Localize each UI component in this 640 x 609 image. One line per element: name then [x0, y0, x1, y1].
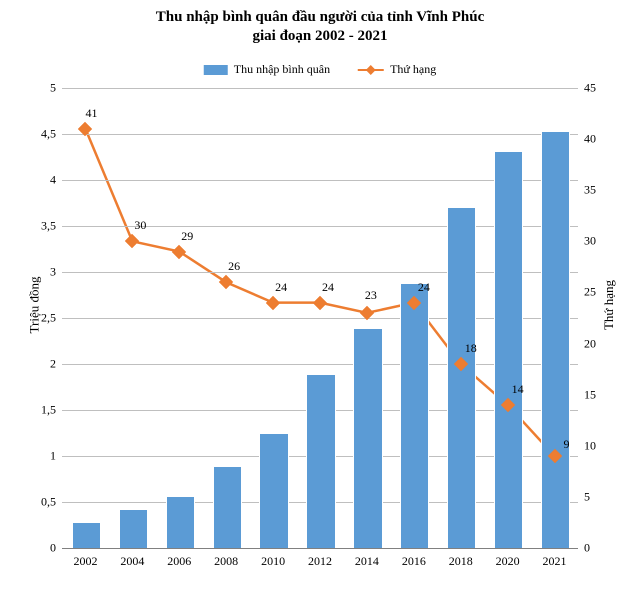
x-tick: 2020: [496, 554, 520, 569]
x-tick: 2002: [73, 554, 97, 569]
y-right-tick: 45: [584, 81, 596, 96]
y-left-tick: 3,5: [41, 219, 56, 234]
line-data-label: 9: [564, 437, 570, 452]
title-line1: Thu nhập bình quân đầu người của tỉnh Vĩ…: [156, 9, 484, 25]
legend-swatch-bar: [204, 65, 228, 75]
y-right-tick: 35: [584, 183, 596, 198]
bar: [213, 467, 242, 548]
line-data-label: 30: [134, 218, 146, 233]
bar: [400, 284, 429, 548]
legend-label-line: Thứ hạng: [390, 62, 436, 77]
y-left-tick: 1: [50, 449, 56, 464]
y-left-tick: 3: [50, 265, 56, 280]
legend: Thu nhập bình quân Thứ hạng: [204, 62, 437, 77]
bar: [494, 152, 523, 548]
line-data-label: 24: [322, 280, 334, 295]
y-right-tick: 10: [584, 438, 596, 453]
bar: [306, 375, 335, 548]
x-tick: 2006: [167, 554, 191, 569]
line-data-label: 41: [85, 106, 97, 121]
line-data-label: 29: [181, 229, 193, 244]
y-right-tick: 25: [584, 285, 596, 300]
x-tick: 2021: [543, 554, 567, 569]
bar: [119, 510, 148, 548]
x-axis-line: [62, 548, 578, 549]
bar: [259, 434, 288, 548]
x-tick: 2012: [308, 554, 332, 569]
chart-title: Thu nhập bình quân đầu người của tỉnh Vĩ…: [0, 8, 640, 46]
y-left-tick: 4,5: [41, 127, 56, 142]
title-line2: giai đoạn 2002 - 2021: [252, 28, 387, 44]
line-data-label: 26: [228, 259, 240, 274]
y-right-tick: 15: [584, 387, 596, 402]
bar: [72, 523, 101, 548]
y-right-tick: 0: [584, 541, 590, 556]
x-tick: 2010: [261, 554, 285, 569]
y-left-tick: 4: [50, 173, 56, 188]
x-tick: 2014: [355, 554, 379, 569]
line-data-label: 14: [512, 382, 524, 397]
bar: [447, 208, 476, 548]
y-left-tick: 5: [50, 81, 56, 96]
y-right-tick: 5: [584, 489, 590, 504]
y-right-axis-label: Thứ hạng: [601, 279, 617, 329]
y-right-tick: 40: [584, 132, 596, 147]
y-left-tick: 2,5: [41, 311, 56, 326]
line-data-label: 23: [365, 288, 377, 303]
line-data-label: 18: [465, 341, 477, 356]
legend-item-line: Thứ hạng: [358, 62, 436, 77]
bar: [541, 132, 570, 548]
legend-swatch-line: [358, 64, 384, 76]
legend-item-bar: Thu nhập bình quân: [204, 62, 330, 77]
x-tick: 2008: [214, 554, 238, 569]
y-left-tick: 1,5: [41, 403, 56, 418]
x-tick: 2004: [120, 554, 144, 569]
y-right-tick: 30: [584, 234, 596, 249]
plot-area: 00,511,522,533,544,550510152025303540452…: [62, 88, 578, 548]
y-left-tick: 0,5: [41, 495, 56, 510]
x-tick: 2016: [402, 554, 426, 569]
bar: [353, 329, 382, 548]
legend-label-bar: Thu nhập bình quân: [234, 62, 330, 77]
y-left-tick: 2: [50, 357, 56, 372]
bar: [166, 497, 195, 548]
x-tick: 2018: [449, 554, 473, 569]
gridline: [62, 88, 578, 89]
chart-container: Thu nhập bình quân đầu người của tỉnh Vĩ…: [0, 0, 640, 609]
y-left-tick: 0: [50, 541, 56, 556]
line-data-label: 24: [275, 280, 287, 295]
gridline: [62, 134, 578, 135]
y-right-tick: 20: [584, 336, 596, 351]
line-data-label: 24: [418, 280, 430, 295]
